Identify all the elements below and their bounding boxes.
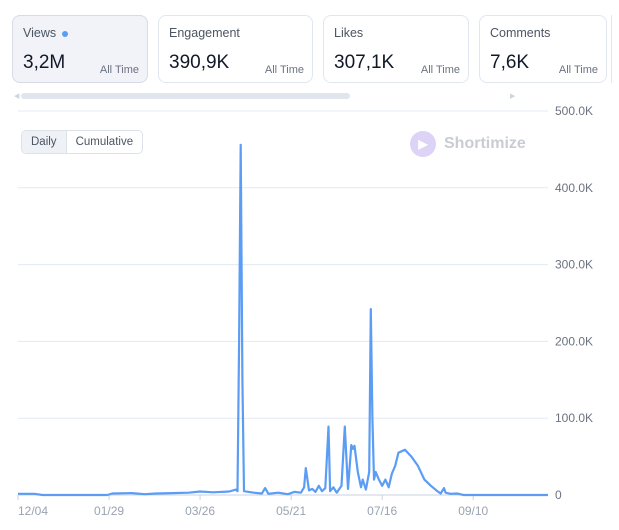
- card-period: All Time: [264, 64, 304, 76]
- x-tick-label: 03/26: [185, 504, 215, 518]
- metric-card-likes[interactable]: Likes 307,1K All Time: [323, 15, 469, 83]
- scroll-left-icon[interactable]: ◀: [14, 93, 20, 100]
- metric-cards: Views 3,2M All Time Engagement 390,9K All…: [12, 15, 607, 83]
- card-period: All Time: [558, 64, 598, 76]
- metric-card-comments[interactable]: Comments 7,6K All Time: [479, 15, 607, 83]
- watermark: ▶ Shortimize: [410, 131, 526, 157]
- watermark-text: Shortimize: [444, 135, 526, 152]
- y-tick-label: 100.0K: [555, 411, 593, 425]
- card-label: Comments: [490, 26, 551, 40]
- cumulative-button[interactable]: Cumulative: [75, 136, 134, 148]
- x-tick-label: 07/16: [367, 504, 397, 518]
- metric-card-views[interactable]: Views 3,2M All Time: [12, 15, 148, 83]
- y-tick-label: 200.0K: [555, 334, 593, 348]
- view-mode-toggle: Daily Cumulative: [21, 130, 144, 154]
- card-value: 307,1K: [334, 52, 395, 73]
- scroll-right-icon[interactable]: ▶: [510, 93, 516, 100]
- card-label: Views: [23, 26, 69, 40]
- active-dot-icon: [62, 30, 69, 37]
- y-tick-label: 0: [555, 488, 562, 502]
- daily-button[interactable]: Daily: [22, 131, 67, 153]
- x-tick-label: 05/21: [276, 504, 306, 518]
- card-value: 390,9K: [169, 52, 230, 73]
- metric-card-engagement[interactable]: Engagement 390,9K All Time: [158, 15, 313, 83]
- card-value: 3,2M: [23, 52, 66, 73]
- x-tick-label: 09/10: [458, 504, 488, 518]
- metric-card-partial[interactable]: [611, 15, 619, 83]
- horizontal-scrollbar[interactable]: [21, 93, 350, 99]
- x-tick-label: 12/04: [18, 504, 48, 518]
- card-period: All Time: [99, 64, 139, 76]
- card-label: Engagement: [169, 26, 240, 40]
- y-tick-label: 400.0K: [555, 181, 593, 195]
- shortimize-logo-icon: ▶: [410, 131, 436, 157]
- card-value: 7,6K: [490, 52, 530, 73]
- y-tick-label: 500.0K: [555, 104, 593, 118]
- card-period: All Time: [420, 64, 460, 76]
- x-tick-label: 01/29: [94, 504, 124, 518]
- y-tick-label: 300.0K: [555, 258, 593, 272]
- views-series-line: [18, 143, 548, 497]
- card-label: Likes: [334, 26, 364, 40]
